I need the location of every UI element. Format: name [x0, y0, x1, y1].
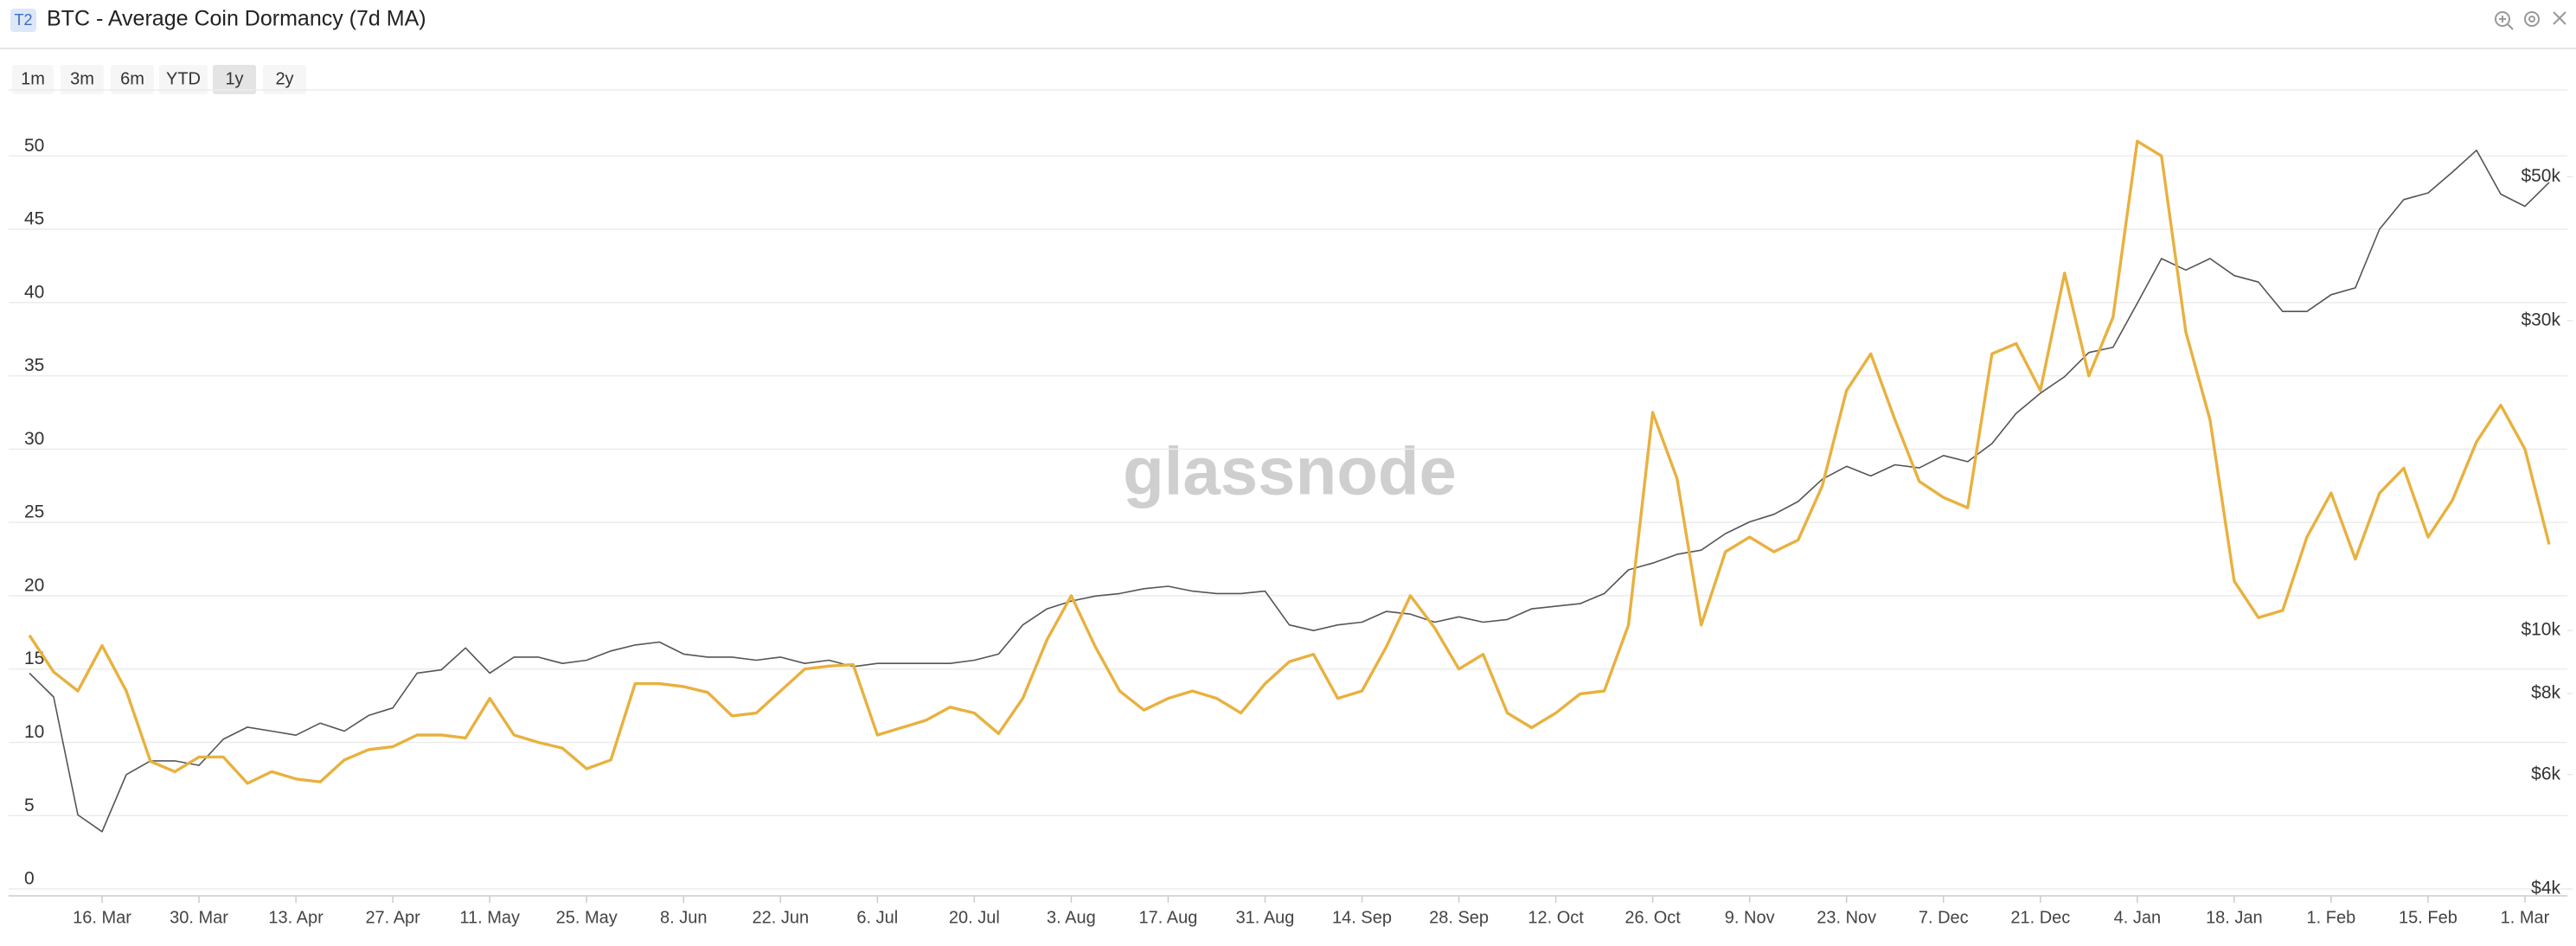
- y-tick-label: 5: [24, 796, 35, 815]
- series-line: [29, 150, 2550, 833]
- range-buttons: 1m 3m 6m YTD 1y 2y: [12, 65, 306, 94]
- x-tick-label: 3. Aug: [1047, 908, 1096, 927]
- y2-tick-label: $30k: [2521, 310, 2560, 329]
- x-tick-label: 20. Jul: [949, 908, 1000, 927]
- y-tick-label: 15: [24, 649, 44, 668]
- x-tick-label: 13. Apr: [268, 908, 324, 927]
- chart-title: BTC - Average Coin Dormancy (7d MA): [47, 7, 426, 31]
- range-button-label[interactable]: 6m: [120, 69, 144, 88]
- x-tick-label: 27. Apr: [365, 908, 420, 927]
- y-tick-label: 0: [24, 869, 35, 889]
- y-tick-label: 45: [24, 209, 44, 229]
- x-tick-label: 6. Jul: [856, 908, 898, 927]
- series-line: [28, 139, 2551, 785]
- x-tick-label: 1. Mar: [2501, 908, 2550, 927]
- x-tick-label: 16. Mar: [73, 908, 131, 927]
- x-tick-label: 17. Aug: [1139, 908, 1198, 927]
- x-tick-label: 30. Mar: [170, 908, 228, 927]
- x-tick-label: 7. Dec: [1919, 908, 1969, 927]
- y-tick-label: 10: [24, 722, 44, 742]
- x-tick-label: 12. Oct: [1528, 908, 1584, 927]
- x-tick-label: 26. Oct: [1624, 908, 1681, 927]
- range-button-label[interactable]: YTD: [166, 69, 201, 88]
- y-tick-label: 35: [24, 355, 44, 375]
- range-button-label[interactable]: 1m: [21, 69, 45, 88]
- y-tick-label: 25: [24, 502, 44, 522]
- badge-bg: [10, 9, 36, 32]
- range-button[interactable]: [12, 65, 54, 94]
- range-button-label[interactable]: 1y: [225, 69, 243, 88]
- close-icon[interactable]: [2553, 11, 2566, 25]
- range-button[interactable]: [263, 65, 306, 94]
- range-button[interactable]: [111, 65, 154, 94]
- x-tick-label: 4. Jan: [2114, 908, 2161, 927]
- x-tick-label: 28. Sep: [1429, 908, 1489, 927]
- zoom-icon[interactable]: [2495, 11, 2514, 30]
- x-tick-label: 8. Jun: [660, 908, 707, 927]
- x-tick-label: 18. Jan: [2206, 908, 2263, 927]
- watermark: glassnode: [1123, 433, 1457, 509]
- range-button-label[interactable]: 3m: [70, 69, 94, 88]
- x-tick-label: 15. Feb: [2399, 908, 2457, 927]
- range-button[interactable]: [159, 65, 208, 94]
- x-tick-label: 9. Nov: [1725, 908, 1775, 927]
- x-tick-label: 22. Jun: [752, 908, 809, 927]
- x-tick-label: 1. Feb: [2307, 908, 2356, 927]
- y-tick-label: 40: [24, 282, 44, 302]
- x-tick-label: 25. May: [556, 908, 618, 927]
- range-button-label[interactable]: 2y: [275, 69, 293, 88]
- header-bar: [0, 0, 2576, 48]
- x-tick-label: 23. Nov: [1817, 908, 1876, 927]
- y2-tick-label: $4k: [2531, 879, 2560, 898]
- y2-tick-label: $50k: [2521, 166, 2560, 186]
- range-button[interactable]: [61, 65, 104, 94]
- y-tick-label: 50: [24, 136, 44, 156]
- x-tick-label: 31. Aug: [1236, 908, 1295, 927]
- badge: T2: [14, 11, 32, 29]
- x-tick-label: 11. May: [459, 908, 520, 927]
- y2-tick-label: $8k: [2531, 682, 2560, 702]
- y2-tick-label: $10k: [2521, 620, 2560, 640]
- y2-tick-label: $6k: [2531, 764, 2560, 783]
- x-tick-label: 14. Sep: [1332, 908, 1392, 927]
- x-tick-label: 21. Dec: [2010, 908, 2070, 927]
- y-tick-label: 20: [24, 575, 44, 595]
- y-tick-label: 30: [24, 429, 44, 449]
- range-button[interactable]: [213, 65, 256, 94]
- settings-icon[interactable]: [2524, 11, 2540, 27]
